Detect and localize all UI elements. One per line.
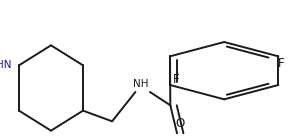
Text: F: F [278, 56, 285, 69]
Text: HN: HN [0, 60, 12, 70]
Text: F: F [173, 73, 179, 86]
Text: NH: NH [133, 79, 149, 89]
Text: O: O [175, 118, 184, 130]
